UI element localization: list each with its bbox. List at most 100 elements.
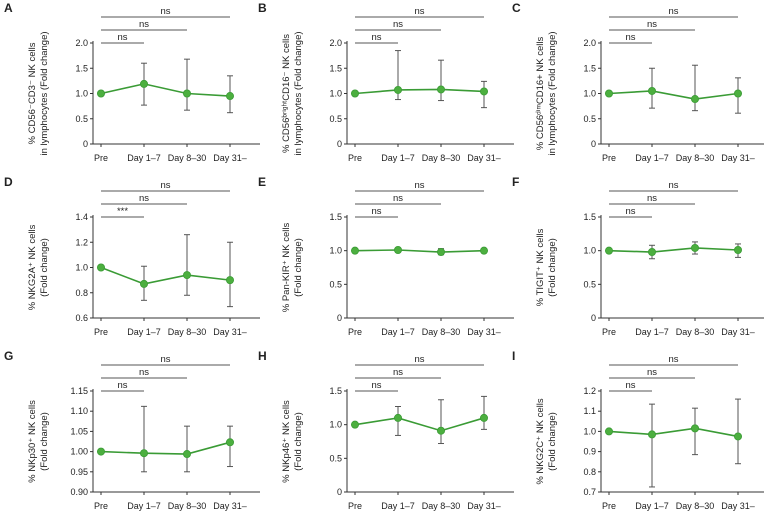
significance-label: ns: [414, 180, 424, 191]
x-tick-label: Day 1–7: [381, 153, 415, 163]
y-tick-label: 1.0: [583, 426, 596, 436]
x-tick-label: Day 8–30: [422, 153, 461, 163]
y-tick-label: 0: [337, 487, 342, 497]
significance-label: ns: [414, 6, 424, 17]
y-tick-label: 0.9: [583, 447, 596, 457]
x-tick-label: Day 8–30: [676, 153, 715, 163]
y-axis-label: % CD56⁻CD3⁻ NK cells: [27, 42, 38, 144]
series-line: [608, 427, 739, 438]
data-point: [350, 420, 359, 429]
significance-label: ns: [139, 19, 149, 30]
series-line: [354, 249, 485, 253]
data-point: [648, 86, 657, 95]
x-tick-label: Day 8–30: [422, 327, 461, 337]
series-line: [354, 88, 485, 95]
data-point: [225, 438, 234, 447]
data-point: [479, 246, 488, 255]
y-tick-label: 1.5: [583, 212, 596, 222]
y-tick-label: 0: [591, 313, 596, 323]
x-tick-label: Day 31–: [213, 501, 247, 511]
data-point: [691, 95, 700, 104]
data-point: [734, 89, 743, 98]
x-tick-label: Day 31–: [467, 327, 501, 337]
series-line: [354, 417, 485, 432]
data-point: [225, 276, 234, 285]
x-tick-label: Pre: [94, 327, 108, 337]
data-point: [605, 427, 614, 436]
data-point: [182, 450, 191, 459]
x-tick-label: Pre: [602, 501, 616, 511]
x-tick-label: Day 31–: [213, 327, 247, 337]
data-point: [691, 424, 700, 433]
x-tick-label: Pre: [94, 501, 108, 511]
y-axis-label: % Pan-KIR⁺ NK cells: [281, 223, 292, 313]
data-point: [479, 413, 488, 422]
series-line: [100, 266, 231, 285]
y-tick-label: 0.5: [329, 114, 342, 124]
y-tick-label: 0.95: [70, 467, 88, 477]
y-tick-label: 0.6: [75, 313, 88, 323]
data-point: [139, 449, 148, 458]
significance-label: ns: [393, 19, 403, 30]
x-tick-label: Day 1–7: [635, 153, 669, 163]
data-point: [605, 89, 614, 98]
significance-label: ns: [371, 32, 381, 43]
x-tick-label: Pre: [348, 501, 362, 511]
panel-letter: E: [258, 175, 266, 189]
y-tick-label: 0.5: [583, 279, 596, 289]
y-tick-label: 1.5: [75, 63, 88, 73]
x-tick-label: Day 8–30: [168, 501, 207, 511]
y-axis-label: % NKp46⁺ NK cells: [281, 400, 292, 483]
series-line: [608, 247, 739, 253]
y-tick-label: 1.0: [329, 89, 342, 99]
significance-label: ns: [414, 354, 424, 365]
y-tick-label: 0.8: [583, 467, 596, 477]
significance-label: ns: [625, 32, 635, 43]
x-tick-label: Day 8–30: [422, 501, 461, 511]
significance-label: ns: [371, 380, 381, 391]
data-point: [648, 248, 657, 257]
data-point: [691, 243, 700, 252]
y-tick-label: 1.0: [583, 89, 596, 99]
data-point: [225, 92, 234, 101]
panel-letter: I: [512, 349, 515, 363]
panel-a: A % CD56⁻CD3⁻ NK cells in lymphocytes (Fol…: [4, 1, 260, 163]
x-tick-label: Day 8–30: [676, 327, 715, 337]
y-tick-label: 0.8: [75, 288, 88, 298]
x-tick-label: Day 8–30: [168, 327, 207, 337]
panel-e: E % Pan-KIR⁺ NK cells (Fold change) 0 0.5 1.0…: [258, 175, 514, 337]
data-point: [393, 413, 402, 422]
y-tick-label: 1.05: [70, 426, 88, 436]
y-axis-label: in lymphocytes (Fold change): [547, 31, 558, 155]
significance-label: ns: [139, 367, 149, 378]
significance-label: ns: [647, 367, 657, 378]
y-tick-label: 2.0: [75, 38, 88, 48]
series-line: [608, 90, 739, 100]
x-tick-label: Day 1–7: [635, 327, 669, 337]
significance-label: ns: [371, 206, 381, 217]
x-tick-label: Pre: [602, 327, 616, 337]
y-tick-label: 0: [591, 139, 596, 149]
x-tick-label: Day 1–7: [381, 501, 415, 511]
y-tick-label: 0.5: [583, 114, 596, 124]
y-tick-label: 0.5: [329, 453, 342, 463]
data-point: [97, 447, 106, 456]
panel-letter: D: [4, 175, 13, 189]
data-point: [182, 271, 191, 280]
y-tick-label: 0.90: [70, 487, 88, 497]
x-tick-label: Day 1–7: [127, 153, 161, 163]
panel-d: D % NKG2A⁺ NK cells (Fold change) 0.6 0.8 1.0…: [4, 175, 260, 337]
series-line: [100, 441, 231, 455]
x-tick-label: Pre: [348, 153, 362, 163]
data-point: [734, 245, 743, 254]
y-tick-label: 0.7: [583, 487, 596, 497]
y-tick-label: 0.5: [329, 279, 342, 289]
panel-b: B % CD56ᵇʳⁱᵍʰᵗCD16⁻ NK cells in lymphocyte…: [258, 1, 514, 163]
data-point: [182, 89, 191, 98]
significance-label: ns: [625, 380, 635, 391]
x-tick-label: Pre: [94, 153, 108, 163]
y-tick-label: 1.10: [70, 406, 88, 416]
data-point: [139, 279, 148, 288]
significance-label: ns: [668, 354, 678, 365]
